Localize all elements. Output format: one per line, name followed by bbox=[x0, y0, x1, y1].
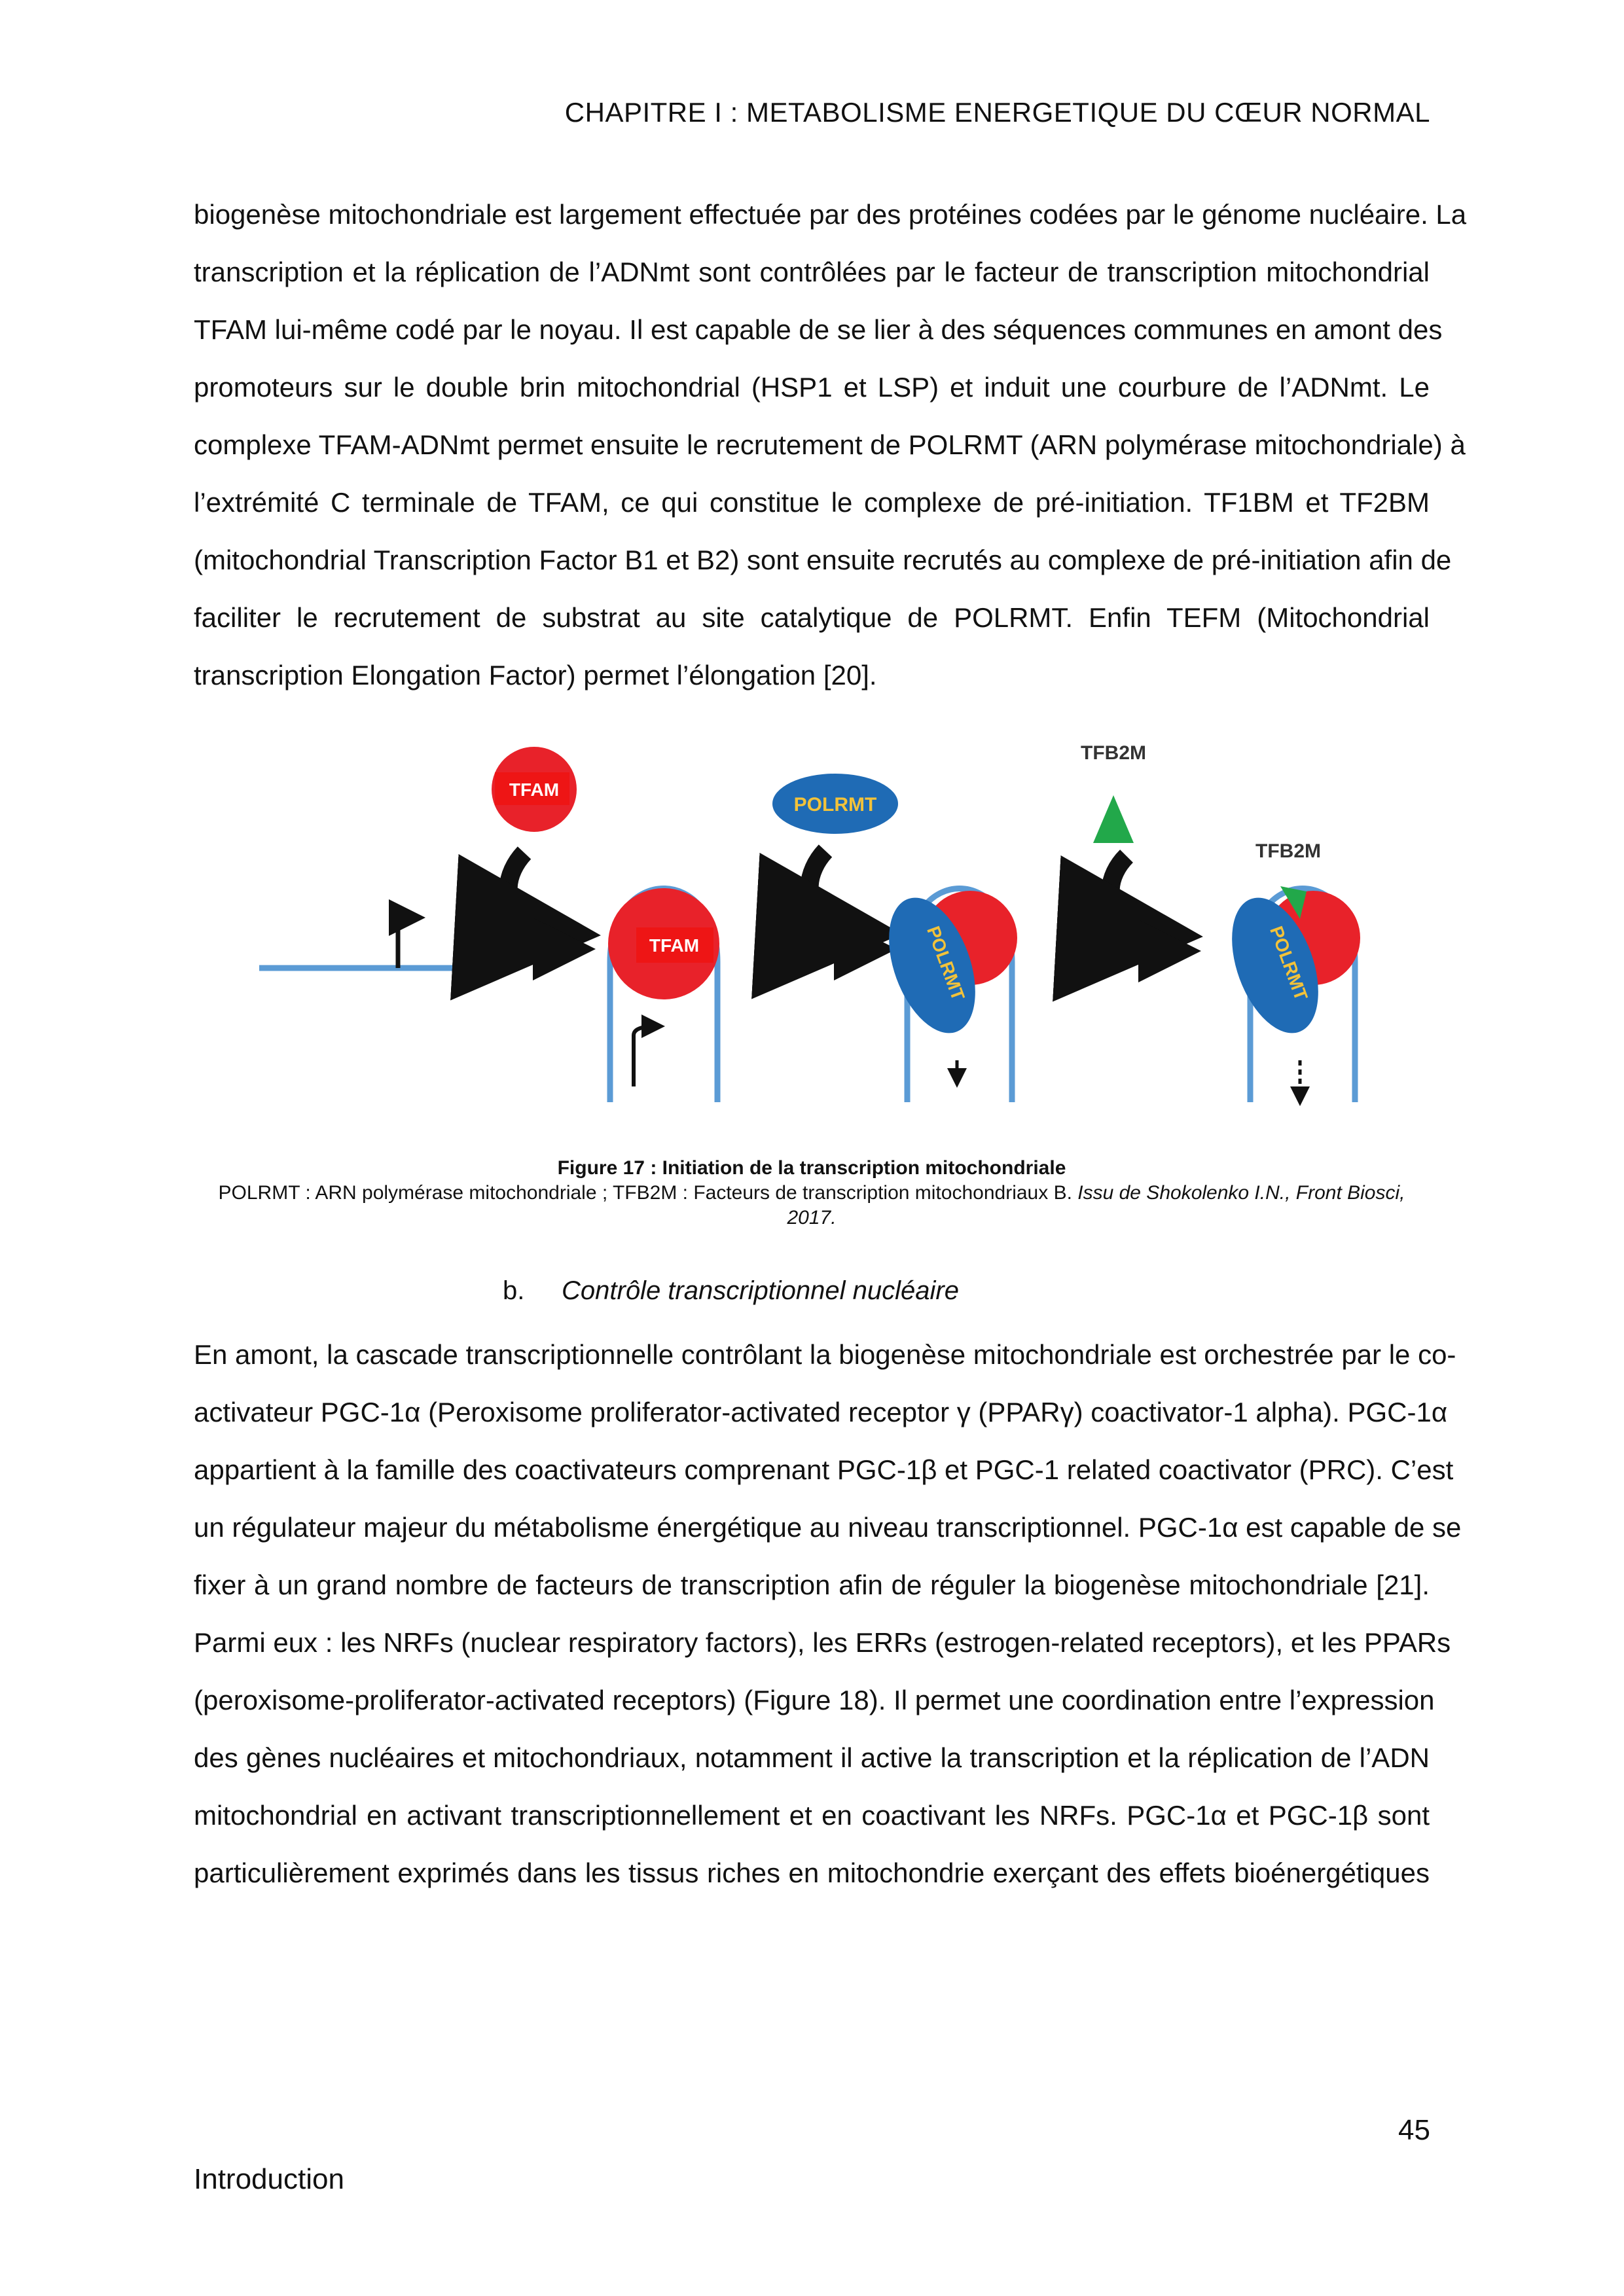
text-line: biogenèse mitochondriale est largement e… bbox=[194, 199, 1467, 230]
tfam-free-label: TFAM bbox=[509, 780, 559, 800]
polrmt-bound-2 bbox=[1232, 897, 1318, 1033]
subsection-heading: b. Contrôle transcriptionnel nucléaire bbox=[503, 1276, 959, 1306]
text-line: promoteurs sur le double brin mitochondr… bbox=[194, 372, 1430, 403]
caption-source: Issu de Shokolenko I.N., Front Biosci, bbox=[1077, 1182, 1405, 1204]
tfb2m-free-label: TFB2M bbox=[1081, 742, 1146, 764]
text-line: (peroxisome-proliferator-activated recep… bbox=[194, 1685, 1435, 1715]
recruitment-arrow-1 bbox=[450, 846, 601, 1001]
transcription-initiation-diagram: TFAM TFAM POLRMT POLRMT TFB2M TFB2M bbox=[259, 742, 1360, 1106]
text-line: l’extrémité C terminale de TFAM, ce qui … bbox=[194, 487, 1430, 518]
polrmt-bound-1 bbox=[889, 897, 975, 1033]
chapter-header: CHAPITRE I : METABOLISME ENERGETIQUE DU … bbox=[564, 97, 1430, 128]
text-line: activateur PGC-1α (Peroxisome proliferat… bbox=[194, 1397, 1448, 1427]
text-line: TFAM lui-même codé par le noyau. Il est … bbox=[194, 314, 1443, 345]
text-line: transcription Elongation Factor) permet … bbox=[194, 660, 877, 691]
subsection-title: Contrôle transcriptionnel nucléaire bbox=[562, 1276, 959, 1305]
recruitment-arrow-2 bbox=[751, 844, 902, 999]
polrmt-free-label: POLRMT bbox=[794, 794, 877, 816]
text-line: faciliter le recrutement de substrat au … bbox=[194, 602, 1430, 633]
tfam-bound-label: TFAM bbox=[649, 935, 699, 956]
tfb2m-free bbox=[1093, 795, 1134, 843]
figure-caption-body: POLRMT : ARN polymérase mitochondriale ;… bbox=[194, 1181, 1430, 1230]
tfb2m-bound bbox=[1280, 886, 1307, 919]
text-line: appartient à la famille des coactivateur… bbox=[194, 1454, 1454, 1485]
caption-text: POLRMT : ARN polymérase mitochondriale ;… bbox=[218, 1182, 1078, 1204]
text-line: mitochondrial en activant transcriptionn… bbox=[194, 1800, 1430, 1831]
page-number: 45 bbox=[1398, 2114, 1430, 2146]
text-line: des gènes nucléaires et mitochondriaux, … bbox=[194, 1742, 1430, 1773]
figure-caption-title: Figure 17 : Initiation de la transcripti… bbox=[557, 1157, 1066, 1179]
paragraph-1: biogenèse mitochondriale est largement e… bbox=[194, 186, 1467, 704]
transcript-arrow-1 bbox=[632, 1014, 665, 1086]
text-line: particulièrement exprimés dans les tissu… bbox=[194, 1857, 1430, 1888]
text-line: un régulateur majeur du métabolisme éner… bbox=[194, 1512, 1462, 1543]
text-line: fixer à un grand nombre de facteurs de t… bbox=[194, 1570, 1430, 1600]
recruitment-arrow-3 bbox=[1053, 850, 1203, 1002]
paragraph-2: En amont, la cascade transcriptionnelle … bbox=[194, 1326, 1462, 1902]
text-line: En amont, la cascade transcriptionnelle … bbox=[194, 1339, 1456, 1370]
text-line: transcription et la réplication de l’ADN… bbox=[194, 257, 1430, 287]
text-line: complexe TFAM-ADNmt permet ensuite le re… bbox=[194, 429, 1466, 460]
subsection-number: b. bbox=[503, 1276, 525, 1305]
tfb2m-bound-label: TFB2M bbox=[1255, 840, 1321, 862]
figure-17-diagram: TFAM TFAM POLRMT POLRMT TFB2M TFB2M bbox=[194, 733, 1430, 1126]
text-line: Parmi eux : les NRFs (nuclear respirator… bbox=[194, 1627, 1451, 1658]
footer-section: Introduction bbox=[194, 2163, 344, 2195]
promoter-arrow bbox=[389, 899, 425, 968]
caption-year: 2017. bbox=[787, 1207, 837, 1229]
text-line: (mitochondrial Transcription Factor B1 e… bbox=[194, 545, 1452, 575]
polrmt-free bbox=[772, 774, 898, 834]
